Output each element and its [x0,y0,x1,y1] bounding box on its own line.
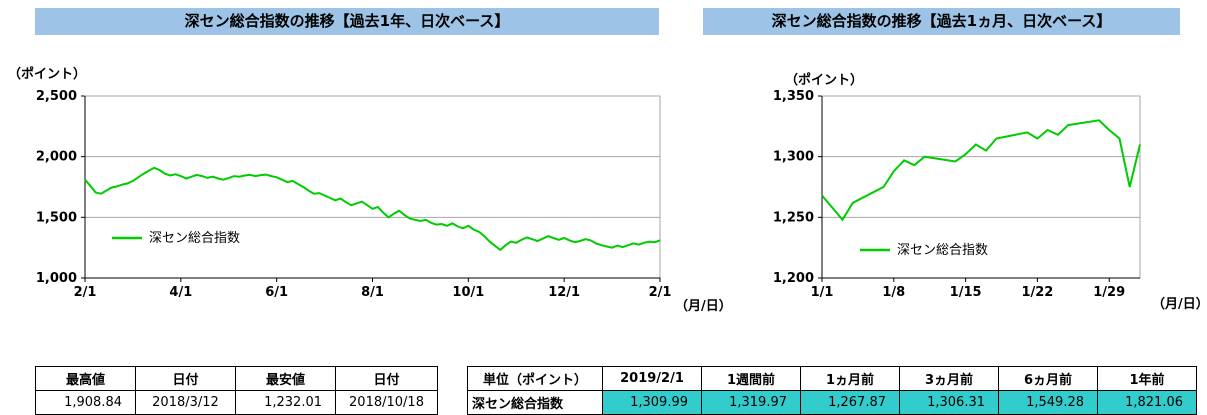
y-tick-label: 1,300 [773,150,814,165]
minmax-header-low: 最安値 [235,366,336,391]
legend-label: 深セン総合指数 [897,243,988,258]
x-tick-label: 1/22 [1021,285,1053,300]
minmax-header-high-date: 日付 [135,366,236,391]
x-tick-label: 8/1 [361,285,384,300]
y-axis-unit-label: （ポイント） [8,66,86,82]
x-axis-unit-label: （月/日） [1152,296,1207,312]
summary-value-1m: 1,267.87 [800,390,900,415]
minmax-header-high: 最高値 [35,366,136,391]
x-tick-label: 1/1 [811,285,834,300]
x-tick-label: 2/1 [74,285,97,300]
plot-border [84,95,661,279]
minmax-high-value: 1,908.84 [35,390,136,415]
chart-title-1y: 深セン総合指数の推移【過去1年、日次ベース】 [35,8,659,35]
summary-header-row: 単位（ポイント） 2019/2/1 1週間前 1ヵ月前 3ヵ月前 6ヵ月前 1年… [467,366,1197,391]
summary-header-1y: 1年前 [1097,366,1197,391]
x-tick-label: 10/1 [452,285,484,300]
minmax-low-value: 1,232.01 [235,390,336,415]
summary-header-6m: 6ヵ月前 [998,366,1098,391]
minmax-high-date: 2018/3/12 [135,390,236,415]
summary-header-1m: 1ヵ月前 [800,366,900,391]
series-line [84,166,661,252]
y-tick-label: 1,250 [773,210,814,225]
y-tick-label: 1,200 [773,271,814,286]
summary-value-latest: 1,309.99 [602,390,702,415]
summary-value-6m: 1,549.28 [998,390,1098,415]
y-tick-label: 1,000 [36,271,77,286]
line-chart-1y: 1,000 1,500 2,000 2,500 2/1 4/1 6/1 8/1 10/1 12/1… [8,66,732,314]
x-axis-unit-label: （月/日） [675,298,732,314]
x-tick-label: 12/1 [548,285,580,300]
minmax-header-row: 最高値 日付 最安値 日付 [35,366,438,391]
summary-header-unit: 単位（ポイント） [467,366,603,391]
summary-table: 単位（ポイント） 2019/2/1 1週間前 1ヵ月前 3ヵ月前 6ヵ月前 1年… [467,366,1197,415]
x-tick-label: 6/1 [265,285,288,300]
x-tick-label: 1/29 [1093,285,1125,300]
minmax-header-low-date: 日付 [335,366,438,391]
summary-header-3m: 3ヵ月前 [899,366,999,391]
minmax-table: 最高値 日付 最安値 日付 1,908.84 2018/3/12 1,232.0… [35,366,438,415]
y-tick-label: 2,500 [36,89,77,104]
summary-header-1w: 1週間前 [701,366,801,391]
series-line [821,119,1141,222]
minmax-low-date: 2018/10/18 [335,390,438,415]
line-chart-1m: 1,200 1,250 1,300 1,350 1/1 1/8 1/15 1/22 1/29 深セ… [773,72,1207,312]
x-tick-label: 2/1 [649,285,672,300]
summary-header-latest: 2019/2/1 [602,366,702,391]
y-tick-label: 2,000 [36,150,77,165]
x-tick-label: 1/15 [950,285,982,300]
y-tick-label: 1,500 [36,210,77,225]
summary-value-3m: 1,306.31 [899,390,999,415]
y-tick-label: 1,350 [773,89,814,104]
x-tick-label: 4/1 [169,285,192,300]
summary-value-1w: 1,319.97 [701,390,801,415]
y-axis-unit-label: （ポイント） [785,72,863,88]
summary-value-1y: 1,821.06 [1097,390,1197,415]
x-tick-label: 1/8 [882,285,905,300]
legend-label: 深セン総合指数 [149,231,240,246]
chart-title-1m: 深セン総合指数の推移【過去1ヵ月、日次ベース】 [703,8,1180,35]
summary-value-row: 深セン総合指数 1,309.99 1,319.97 1,267.87 1,306… [467,390,1197,415]
minmax-value-row: 1,908.84 2018/3/12 1,232.01 2018/10/18 [35,390,438,415]
summary-row-label: 深セン総合指数 [467,390,603,415]
